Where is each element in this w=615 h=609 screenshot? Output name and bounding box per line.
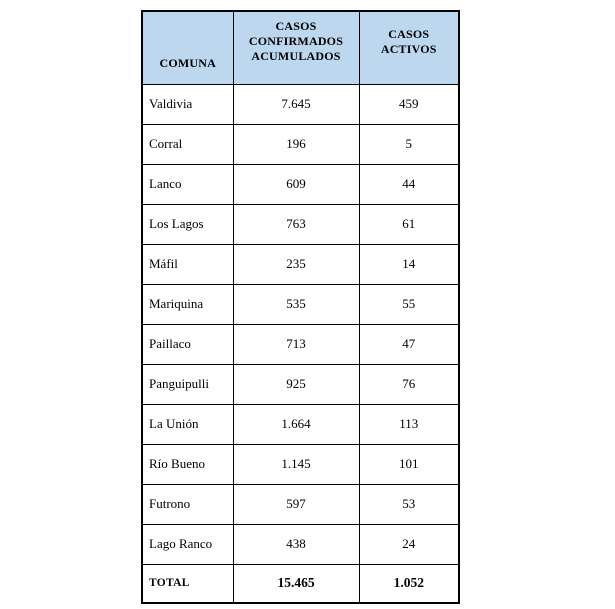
activos-cell: 14 [358,243,460,285]
header-comuna: COMUNA [141,10,234,85]
table-row: Los Lagos 763 61 [141,203,460,245]
comuna-cell: Paillaco [141,323,234,365]
total-activos: 1.052 [358,563,460,604]
activos-cell: 113 [358,403,460,445]
activos-cell: 47 [358,323,460,365]
confirmados-cell: 1.145 [232,443,360,485]
activos-cell: 61 [358,203,460,245]
header-activos: CASOS ACTIVOS [358,10,460,85]
table-row: Panguipulli 925 76 [141,363,460,405]
total-label: TOTAL [141,563,234,604]
confirmados-cell: 609 [232,163,360,205]
table-row: Mariquina 535 55 [141,283,460,325]
comuna-cell: Corral [141,123,234,165]
confirmados-cell: 7.645 [232,83,360,125]
activos-cell: 76 [358,363,460,405]
comuna-cell: Los Lagos [141,203,234,245]
table-row: Lanco 609 44 [141,163,460,205]
confirmados-cell: 438 [232,523,360,565]
cases-table: COMUNA CASOS CONFIRMADOS ACUMULADOS CASO… [141,10,460,604]
confirmados-cell: 925 [232,363,360,405]
table-row: Corral 196 5 [141,123,460,165]
table-row: Futrono 597 53 [141,483,460,525]
confirmados-cell: 713 [232,323,360,365]
table-row: Lago Ranco 438 24 [141,523,460,565]
comuna-cell: Panguipulli [141,363,234,405]
activos-cell: 101 [358,443,460,485]
comuna-cell: La Unión [141,403,234,445]
comuna-cell: Valdivia [141,83,234,125]
confirmados-cell: 235 [232,243,360,285]
activos-cell: 53 [358,483,460,525]
activos-cell: 55 [358,283,460,325]
table-row: Máfil 235 14 [141,243,460,285]
confirmados-cell: 763 [232,203,360,245]
total-confirmados: 15.465 [232,563,360,604]
comuna-cell: Futrono [141,483,234,525]
confirmados-cell: 597 [232,483,360,525]
activos-cell: 5 [358,123,460,165]
confirmados-cell: 535 [232,283,360,325]
comuna-cell: Lanco [141,163,234,205]
table-row: Paillaco 713 47 [141,323,460,365]
table-row: Valdivia 7.645 459 [141,83,460,125]
activos-cell: 459 [358,83,460,125]
activos-cell: 44 [358,163,460,205]
activos-cell: 24 [358,523,460,565]
header-confirmados: CASOS CONFIRMADOS ACUMULADOS [232,10,360,85]
confirmados-cell: 1.664 [232,403,360,445]
confirmados-cell: 196 [232,123,360,165]
comuna-cell: Máfil [141,243,234,285]
header-row: COMUNA CASOS CONFIRMADOS ACUMULADOS CASO… [141,10,460,85]
total-row: TOTAL 15.465 1.052 [141,563,460,604]
comuna-cell: Mariquina [141,283,234,325]
table-row: La Unión 1.664 113 [141,403,460,445]
comuna-cell: Lago Ranco [141,523,234,565]
comuna-cell: Río Bueno [141,443,234,485]
table-row: Río Bueno 1.145 101 [141,443,460,485]
